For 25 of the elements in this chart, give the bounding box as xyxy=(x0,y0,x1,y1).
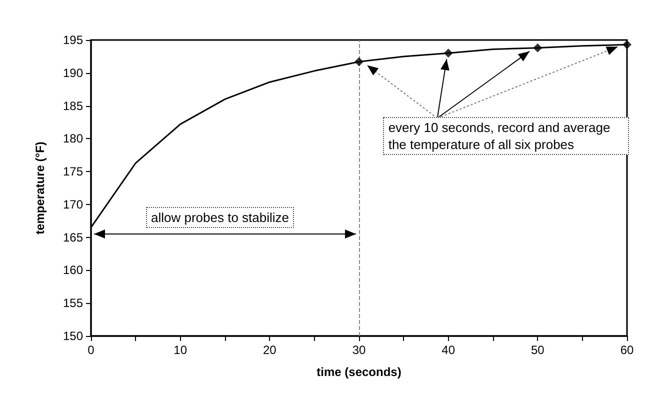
x-tick-label: 50 xyxy=(530,343,545,357)
x-tick-label: 60 xyxy=(620,343,634,357)
y-tick-label: 155 xyxy=(62,296,84,310)
x-axis-title: time (seconds) xyxy=(316,365,402,379)
annotation: every 10 seconds, record and average the temperature of all six probes xyxy=(383,117,630,156)
y-tick-label: 180 xyxy=(62,132,84,146)
annotation: allow probes to stabilize xyxy=(146,207,294,228)
x-tick-label: 30 xyxy=(352,343,366,357)
x-tick-label: 0 xyxy=(88,343,95,357)
x-tick-label: 40 xyxy=(442,343,456,357)
point xyxy=(444,48,453,58)
y-tick-label: 190 xyxy=(62,66,84,80)
y-axis-title: temperature (°F) xyxy=(33,142,47,234)
point xyxy=(622,40,632,50)
y-tick-label: 170 xyxy=(62,197,84,212)
x-tick-label: 20 xyxy=(262,343,277,357)
y-tick-label: 160 xyxy=(62,263,84,278)
y-tick-label: 150 xyxy=(62,329,84,343)
y-tick-label: 185 xyxy=(62,98,84,113)
x-tick-label: 10 xyxy=(174,343,188,357)
y-tick-label: 165 xyxy=(62,230,84,244)
y-tick-label: 195 xyxy=(62,33,84,47)
point xyxy=(354,57,364,66)
y-tick-label: 175 xyxy=(62,164,84,179)
point xyxy=(533,43,542,52)
